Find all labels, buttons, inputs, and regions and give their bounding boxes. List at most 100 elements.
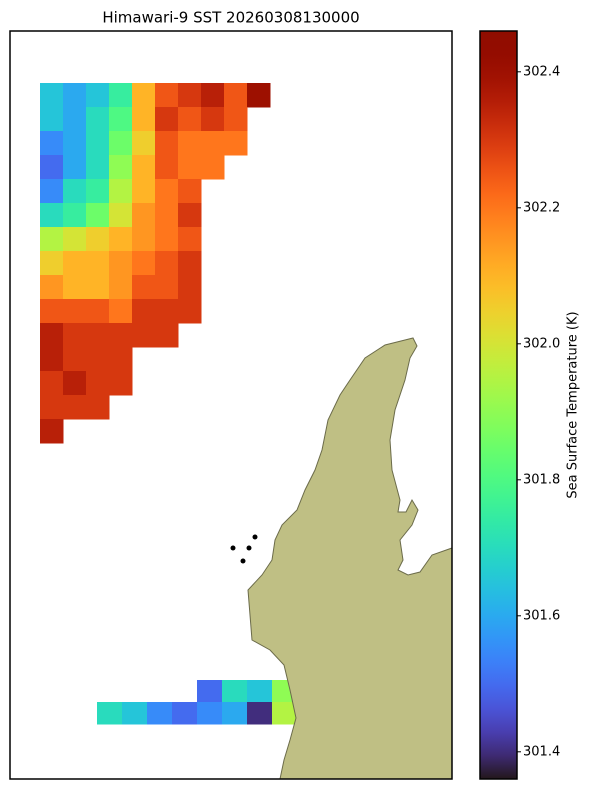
map-frame xyxy=(9,30,453,780)
sst-cell xyxy=(155,299,179,324)
station-dot xyxy=(246,545,252,551)
sst-cell xyxy=(224,83,248,108)
station-dot xyxy=(230,545,236,551)
sst-cell xyxy=(40,131,64,156)
sst-cell xyxy=(63,299,87,324)
sst-raster xyxy=(40,83,298,725)
sst-cell xyxy=(132,227,156,252)
sst-cell xyxy=(63,371,87,396)
sst-cell xyxy=(86,371,110,396)
sst-cell xyxy=(40,275,64,300)
sst-cell xyxy=(40,155,64,180)
sst-cell xyxy=(132,83,156,108)
sst-cell xyxy=(109,83,133,108)
sst-cell xyxy=(109,371,133,396)
sst-cell xyxy=(86,227,110,252)
chart-title: Himawari-9 SST 20260308130000 xyxy=(102,9,359,27)
sst-cell xyxy=(109,227,133,252)
sst-cell xyxy=(178,179,202,204)
station-dots xyxy=(230,534,258,564)
sst-cell xyxy=(172,702,198,725)
sst-cell xyxy=(222,702,248,725)
sst-cell xyxy=(63,323,87,348)
sst-cell xyxy=(155,203,179,228)
land xyxy=(247,337,453,780)
sst-cell xyxy=(155,107,179,132)
sst-cell xyxy=(132,275,156,300)
sst-cell xyxy=(86,395,110,420)
sst-cell xyxy=(63,275,87,300)
sst-cell xyxy=(63,203,87,228)
sst-cell xyxy=(63,347,87,372)
colorbar: 301.4 301.6 301.8 302.0 302.2 302.4 xyxy=(480,31,560,779)
sst-cell xyxy=(155,155,179,180)
sst-cell xyxy=(40,251,64,276)
sst-cell xyxy=(109,155,133,180)
colorbar-tick-label: 301.6 xyxy=(523,608,560,623)
sst-cell xyxy=(97,702,123,725)
sst-cell xyxy=(247,702,273,725)
sst-cell xyxy=(109,299,133,324)
sst-cell xyxy=(155,275,179,300)
sst-cell xyxy=(201,155,225,180)
sst-cell xyxy=(201,107,225,132)
sst-cell xyxy=(86,107,110,132)
sst-cell xyxy=(86,275,110,300)
sst-cell xyxy=(155,251,179,276)
sst-cell xyxy=(86,155,110,180)
sst-cell xyxy=(132,155,156,180)
sst-cell xyxy=(109,251,133,276)
sst-cell xyxy=(40,83,64,108)
sst-cell xyxy=(155,323,179,348)
sst-cell xyxy=(224,131,248,156)
sst-cell xyxy=(63,179,87,204)
sst-cell xyxy=(109,179,133,204)
sst-cell xyxy=(122,702,148,725)
colorbar-tick-label: 301.8 xyxy=(523,472,560,487)
sst-cell xyxy=(247,83,271,108)
station-dot xyxy=(240,558,246,564)
colorbar-frame xyxy=(479,30,518,780)
sst-cell xyxy=(63,227,87,252)
sst-cell xyxy=(132,299,156,324)
sst-cell xyxy=(178,83,202,108)
sst-cell xyxy=(86,83,110,108)
colorbar-tick-label: 302.4 xyxy=(523,64,560,79)
sst-cell xyxy=(147,702,173,725)
colorbar-tick-label: 302.2 xyxy=(523,200,560,215)
colorbar-tick-label: 302.0 xyxy=(523,336,560,351)
sst-cell xyxy=(222,680,248,703)
sst-cell xyxy=(109,323,133,348)
sst-cell xyxy=(40,107,64,132)
sst-cell xyxy=(178,131,202,156)
sst-cell xyxy=(63,395,87,420)
sst-cell xyxy=(224,107,248,132)
sst-cell xyxy=(63,155,87,180)
colorbar-fill xyxy=(480,31,517,779)
sst-cell xyxy=(178,299,202,324)
sst-cell xyxy=(109,203,133,228)
sst-cell xyxy=(40,227,64,252)
sst-cell xyxy=(86,251,110,276)
sst-cell xyxy=(132,251,156,276)
sst-cell xyxy=(178,107,202,132)
sst-cell xyxy=(63,131,87,156)
sst-cell xyxy=(155,179,179,204)
sst-cell xyxy=(40,419,64,444)
sst-cell xyxy=(155,227,179,252)
sst-cell xyxy=(178,251,202,276)
sst-cell xyxy=(40,299,64,324)
sst-cell xyxy=(40,203,64,228)
sst-cell xyxy=(86,347,110,372)
sst-cell xyxy=(178,203,202,228)
station-dot xyxy=(252,534,258,540)
sst-cell xyxy=(40,347,64,372)
sst-cell xyxy=(63,251,87,276)
sst-cell xyxy=(197,702,223,725)
sst-cell xyxy=(109,275,133,300)
sst-cell xyxy=(201,131,225,156)
sst-cell xyxy=(86,203,110,228)
sst-cell xyxy=(132,107,156,132)
sst-cell xyxy=(86,323,110,348)
